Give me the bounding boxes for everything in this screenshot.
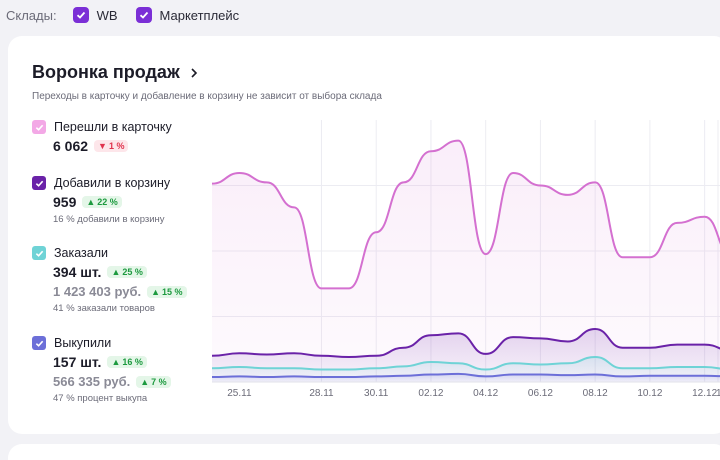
warehouse-label: Склады: [6,7,57,23]
series-line [212,327,720,359]
arrow-up-icon: ▲ [140,376,150,387]
metric-value: 959 [53,194,77,210]
change-badge: ▲ 22 % [82,196,122,208]
x-tick-label: 1 [716,388,720,399]
warehouse-option-label: WB [96,7,118,23]
funnel-title: Воронка продаж [32,62,180,82]
arrow-down-icon: ▼ [98,141,107,151]
arrow-up-icon: ▲ [151,286,161,297]
x-tick-label: 06.12 [528,388,553,399]
funnel-title-link[interactable]: Воронка продаж [32,62,200,83]
warehouse-option-label: Маркетплейс [159,7,240,23]
change-value: 7 % [151,376,167,387]
x-tick-label: 28.11 [309,388,334,399]
sales-funnel-card: Воронка продаж Переходы в карточку и доб… [8,36,720,434]
series-area [212,140,720,382]
x-tick-label: 08.12 [583,388,608,399]
metric-note: 41 % заказали товаров [53,303,155,314]
change-value: 25 % [122,267,143,277]
metric-ordered: Заказали 394 шт. ▲ 25 % 1 423 403 руб. ▲ 1… [32,246,222,314]
checkbox-checked-icon[interactable] [32,246,46,260]
change-value: 22 % [97,197,118,207]
arrow-up-icon: ▲ [111,267,121,277]
metric-value-secondary: 566 335 руб. [53,374,131,389]
warehouse-filter: Склады: WB Маркетплейс [0,0,720,30]
change-value: 16 % [122,357,143,367]
checkbox-checked-icon[interactable] [32,336,46,350]
metric-label: Заказали [54,246,109,260]
x-tick-label: 10.12 [637,388,662,399]
metric-value: 6 062 [53,138,89,154]
metric-added-to-cart: Добавили в корзину 959 ▲ 22 % 16 % добави… [32,176,222,225]
checkbox-checked-icon[interactable] [72,7,89,23]
arrow-up-icon: ▲ [86,197,96,207]
funnel-subtitle: Переходы в карточку и добавление в корзи… [32,91,382,102]
metric-purchased: Выкупили 157 шт. ▲ 16 % 566 335 руб. ▲ 7 %… [32,336,222,404]
chevron-right-icon [191,67,197,78]
metric-value-secondary: 1 423 403 руб. [53,284,142,299]
metric-label: Добавили в корзину [54,176,171,190]
warehouse-option-marketplace[interactable]: Маркетплейс [135,7,240,23]
x-tick-label: 25.11 [227,388,252,399]
metric-note: 16 % добавили в корзину [53,214,165,225]
metric-label: Выкупили [54,336,112,350]
change-value: 1 % [108,141,125,151]
funnel-line-chart: 25.11 28.11 30.11 02.12 04.12 06.12 08.12 10.12… [212,120,720,399]
metric-value: 157 шт. [53,354,102,370]
warehouse-option-wb[interactable]: WB [72,7,118,23]
change-badge: ▲ 16 % [107,356,147,368]
change-badge: ▲ 25 % [107,266,147,278]
change-badge: ▲ 7 % [136,375,171,388]
secondary-card [8,444,720,460]
change-value: 15 % [162,286,183,297]
x-tick-label: 30.11 [364,388,389,399]
x-tick-label: 04.12 [473,388,498,399]
checkbox-checked-icon[interactable] [32,120,46,134]
series-line [212,356,720,371]
metric-card-views: Перешли в карточку 6 062 ▼ 1 % [32,120,222,154]
metric-value: 394 шт. [53,264,102,280]
x-tick-label: 02.12 [418,388,443,399]
change-badge: ▲ 15 % [147,285,187,298]
x-tick-label: 12.12 [692,388,717,399]
metric-note: 47 % процент выкупа [53,393,148,404]
metric-label: Перешли в карточку [54,120,172,134]
checkbox-checked-icon[interactable] [135,7,152,23]
series-line [212,139,720,290]
checkbox-checked-icon[interactable] [32,176,46,190]
series-line [212,372,720,379]
series-area [212,373,720,382]
arrow-up-icon: ▲ [111,357,121,367]
change-badge: ▼ 1 % [94,140,129,152]
